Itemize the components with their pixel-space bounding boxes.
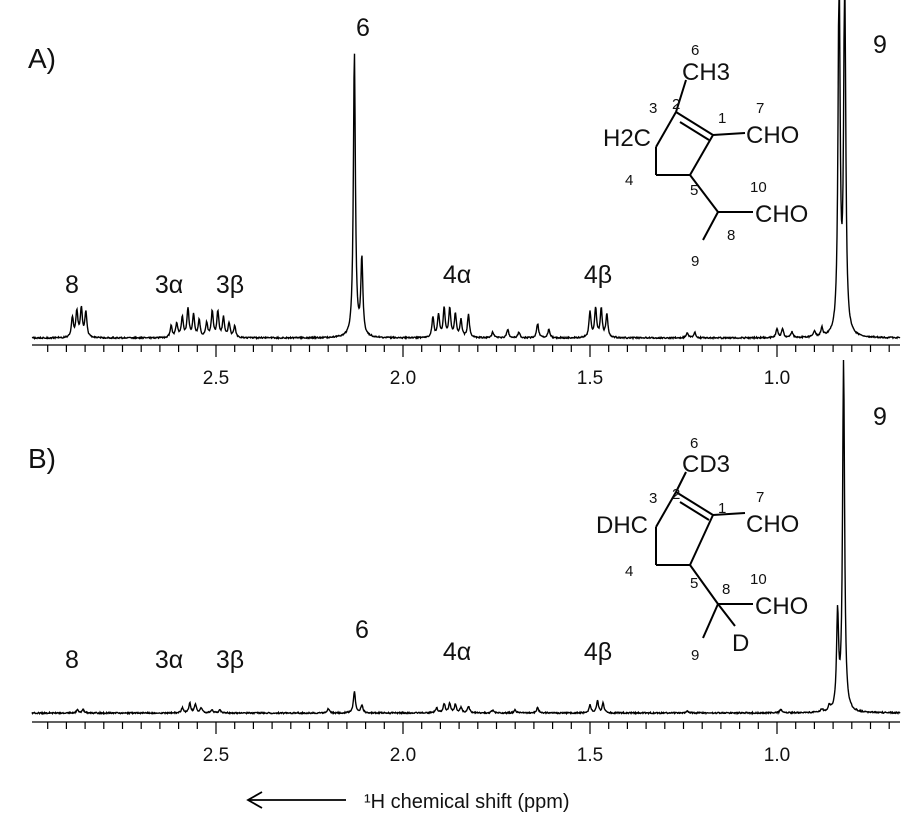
struct-b-locant-6: 6	[690, 435, 698, 452]
x-axis-label: ¹H chemical shift (ppm)	[364, 791, 570, 813]
peak-label-b-4beta: 4β	[584, 638, 612, 666]
struct-b-locant-4: 4	[625, 563, 633, 580]
struct-a-label-h2c: H2C	[603, 125, 651, 152]
struct-a-label-cho-1: CHO	[746, 122, 799, 149]
peak-label-b-9: 9	[873, 403, 887, 431]
struct-a-locant-7: 7	[756, 100, 764, 117]
tick-label-a-1-0: 1.0	[764, 368, 790, 389]
struct-a-locant-8: 8	[727, 227, 735, 244]
peak-label-b-8: 8	[65, 646, 79, 674]
struct-a-locant-2: 2	[672, 96, 680, 113]
peak-label-a-8: 8	[65, 271, 79, 299]
struct-b-locant-7: 7	[756, 489, 764, 506]
struct-b-label-cd3: CD3	[682, 451, 730, 478]
peak-label-b-3beta: 3β	[216, 646, 244, 674]
struct-a-locant-10: 10	[750, 179, 767, 196]
struct-b-label-d: D	[732, 630, 749, 657]
struct-a-label-cho-2: CHO	[755, 201, 808, 228]
panel-b: B) 2.5 2.0 1.5 1.0 8 3α 3β 6 4α 4β 9	[28, 359, 901, 766]
arrow-head-icon	[246, 791, 263, 809]
struct-a-locant-6: 6	[691, 42, 699, 59]
peak-label-a-4beta: 4β	[584, 261, 612, 289]
panel-label-b: B)	[28, 443, 56, 474]
tick-label-b-1-0: 1.0	[764, 745, 790, 766]
spectrum-line-a	[31, 0, 901, 341]
x-ticks-a	[47, 345, 890, 357]
struct-a-label-ch3: CH3	[682, 59, 730, 86]
struct-b-locant-5: 5	[690, 575, 698, 592]
structure-a	[655, 79, 753, 241]
struct-a-locant-1: 1	[718, 110, 726, 127]
peak-label-a-9: 9	[873, 31, 887, 59]
struct-b-label-dhc: DHC	[596, 512, 648, 539]
struct-b-locant-1: 1	[718, 500, 726, 517]
panel-a: A) 2.5 2.0 1.5 1.0 8 3α 3β 6 4α 4β 9 CH3	[28, 0, 901, 389]
struct-b-locant-10: 10	[750, 571, 767, 588]
tick-label-b-2-0: 2.0	[390, 745, 416, 766]
spectrum-line-b	[31, 359, 901, 716]
struct-b-locant-3: 3	[649, 490, 657, 507]
struct-b-label-cho-1: CHO	[746, 511, 799, 538]
peak-label-a-3beta: 3β	[216, 271, 244, 299]
struct-a-locant-9: 9	[691, 253, 699, 270]
peak-label-a-4alpha: 4α	[443, 261, 471, 289]
struct-b-locant-9: 9	[691, 647, 699, 664]
struct-b-locant-2: 2	[672, 486, 680, 503]
struct-b-locant-8: 8	[722, 581, 730, 598]
struct-a-locant-5: 5	[690, 182, 698, 199]
x-ticks-b	[47, 722, 890, 734]
tick-label-a-1-5: 1.5	[577, 368, 603, 389]
struct-a-locant-4: 4	[625, 172, 633, 189]
panel-label-a: A)	[28, 43, 56, 74]
peak-label-b-3alpha: 3α	[155, 646, 183, 674]
tick-label-b-1-5: 1.5	[577, 745, 603, 766]
tick-label-a-2-5: 2.5	[203, 368, 229, 389]
peak-label-b-6: 6	[355, 616, 369, 644]
structure-b	[655, 471, 753, 639]
peak-label-b-4alpha: 4α	[443, 638, 471, 666]
tick-label-a-2-0: 2.0	[390, 368, 416, 389]
struct-b-label-cho-2: CHO	[755, 593, 808, 620]
peak-label-a-3alpha: 3α	[155, 271, 183, 299]
peak-label-a-6: 6	[356, 14, 370, 42]
x-axis-title: ¹H chemical shift (ppm)	[246, 791, 570, 813]
struct-a-locant-3: 3	[649, 100, 657, 117]
tick-label-b-2-5: 2.5	[203, 745, 229, 766]
